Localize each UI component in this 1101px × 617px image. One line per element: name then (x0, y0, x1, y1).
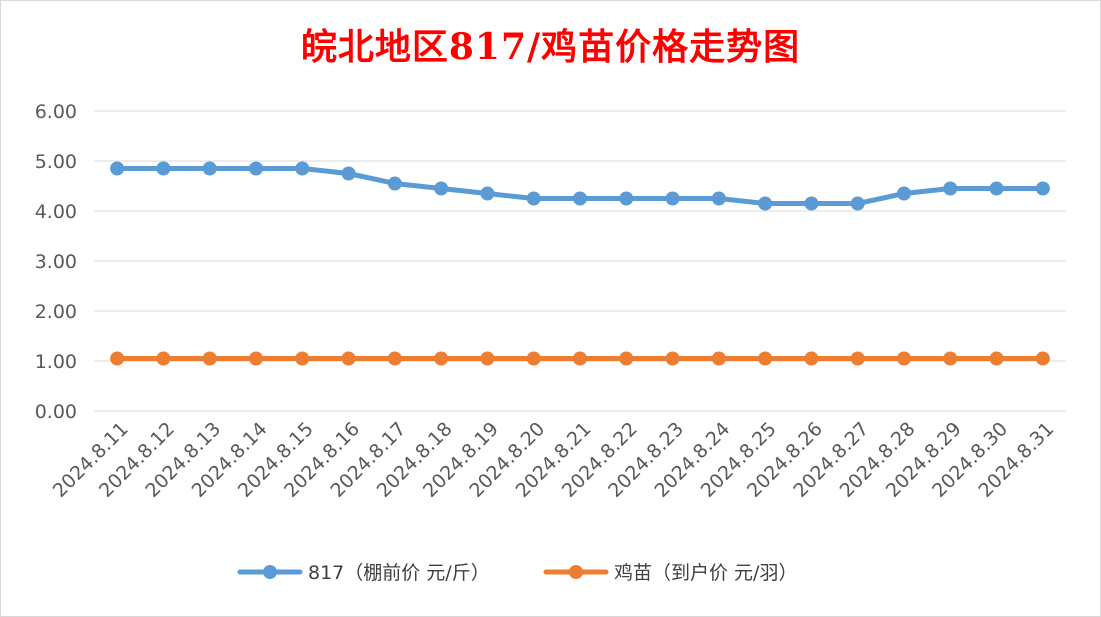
y-axis-ticks: 0.00 1.00 2.00 3.00 4.00 5.00 6.00 (35, 101, 77, 423)
y-tick-label: 4.00 (35, 201, 77, 223)
data-point (711, 191, 726, 206)
data-point (665, 351, 680, 366)
data-point (295, 351, 310, 366)
data-point (989, 181, 1004, 196)
data-point (897, 351, 911, 366)
data-point (202, 351, 217, 366)
series-0 (110, 161, 1050, 211)
legend-label: 鸡苗（到户价 元/羽） (614, 562, 797, 584)
legend: 817（棚前价 元/斤） 鸡苗（到户价 元/羽） (237, 562, 797, 584)
x-axis-ticks: 2024.8.112024.8.122024.8.132024.8.142024… (49, 418, 1059, 502)
data-point (989, 351, 1004, 366)
data-point (341, 351, 356, 366)
series-1 (110, 351, 1050, 366)
data-point (1035, 351, 1050, 366)
data-point (434, 181, 449, 196)
data-point (249, 161, 263, 176)
data-point (341, 166, 356, 181)
data-point (573, 191, 587, 206)
data-point (156, 351, 171, 366)
y-tick-label: 2.00 (35, 301, 77, 323)
data-point (156, 161, 171, 176)
legend-label: 817（棚前价 元/斤） (308, 562, 490, 584)
y-tick-label: 6.00 (35, 101, 77, 123)
legend-item: 鸡苗（到户价 元/羽） (543, 562, 797, 584)
gridlines (94, 110, 1066, 412)
series-lines (110, 161, 1050, 366)
chart-title: 皖北地区817/鸡苗价格走势图 (300, 26, 801, 68)
legend-item: 817（棚前价 元/斤） (237, 562, 490, 584)
data-point (202, 161, 217, 176)
data-point (804, 351, 819, 366)
data-point (249, 351, 263, 366)
data-point (434, 351, 449, 366)
data-point (850, 351, 865, 366)
data-point (110, 351, 125, 366)
y-tick-label: 0.00 (35, 401, 77, 423)
y-tick-label: 3.00 (35, 251, 77, 273)
data-point (295, 161, 310, 176)
data-point (1035, 181, 1050, 196)
data-point (943, 181, 958, 196)
y-tick-label: 1.00 (35, 351, 77, 373)
data-point (758, 196, 773, 211)
data-point (665, 191, 680, 206)
data-point (526, 351, 541, 366)
data-point (850, 196, 865, 211)
data-point (711, 351, 726, 366)
data-point (943, 351, 958, 366)
data-point (110, 161, 125, 176)
data-point (804, 196, 819, 211)
data-point (480, 351, 495, 366)
data-point (387, 351, 402, 366)
data-point (526, 191, 541, 206)
data-point (619, 351, 634, 366)
data-point (480, 186, 495, 201)
data-point (573, 351, 587, 366)
data-point (387, 176, 402, 191)
y-tick-label: 5.00 (35, 151, 77, 173)
data-point (619, 191, 634, 206)
data-point (897, 186, 911, 201)
legend-swatch-marker (569, 565, 583, 579)
data-point (758, 351, 773, 366)
legend-swatch-marker (263, 565, 277, 579)
